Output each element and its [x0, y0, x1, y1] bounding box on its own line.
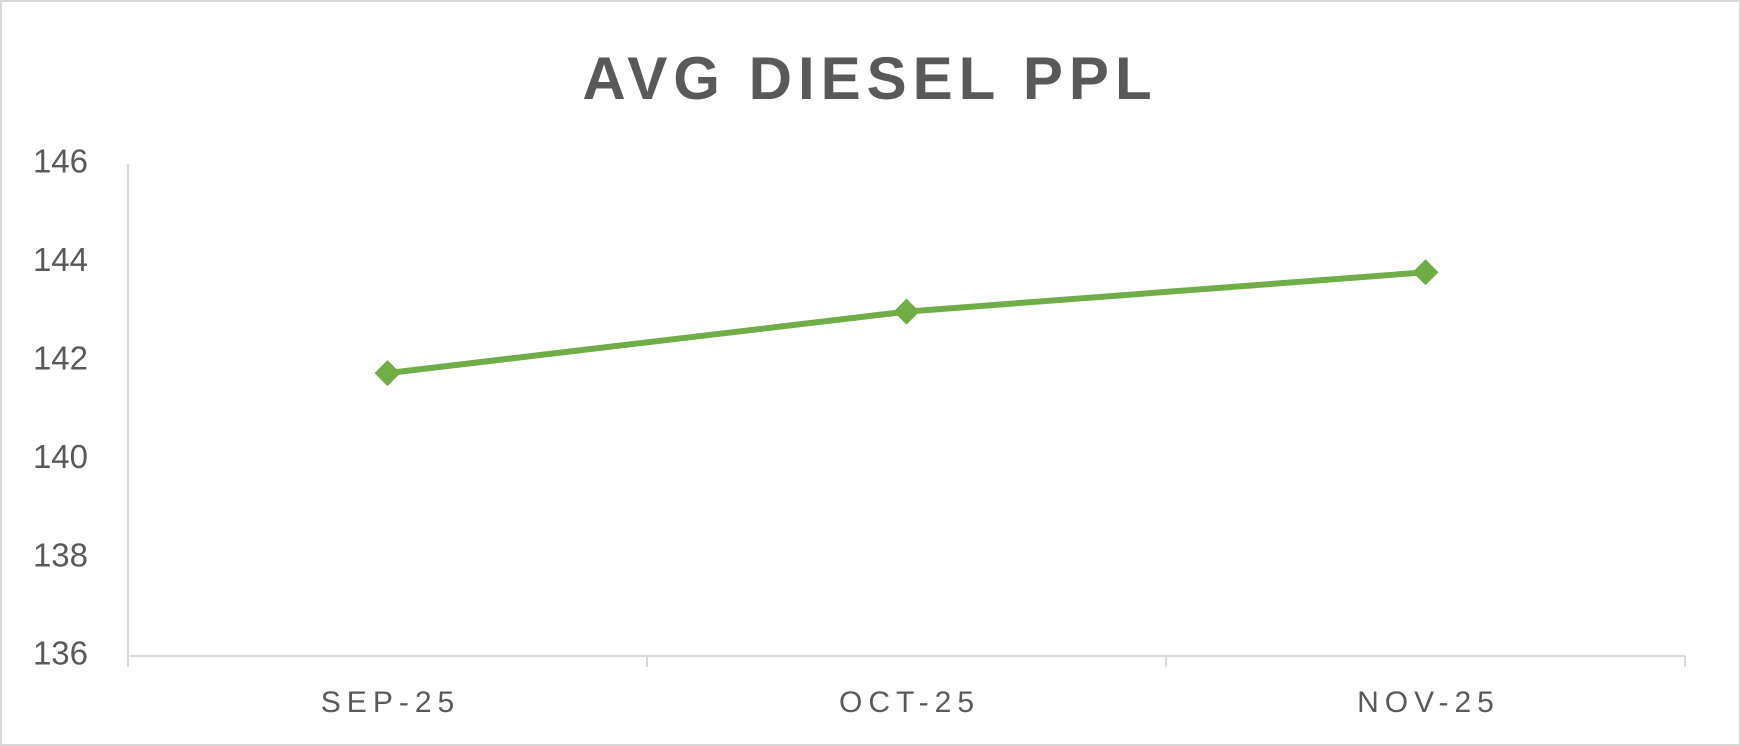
x-tick-label: OCT-25 [839, 686, 980, 719]
data-point [1412, 259, 1439, 286]
chart-title: AVG DIESEL PPL [582, 45, 1157, 112]
y-tick-label: 136 [33, 635, 88, 672]
y-tick-label: 138 [33, 536, 88, 573]
y-tick-label: 146 [33, 143, 88, 180]
y-tick-label: 140 [33, 438, 88, 475]
data-point [374, 360, 401, 387]
y-tick-label: 144 [33, 241, 88, 278]
x-tick-label: NOV-25 [1357, 686, 1500, 719]
data-point [893, 298, 920, 325]
y-tick-label: 142 [33, 340, 88, 377]
x-tick-label: SEP-25 [321, 686, 460, 719]
